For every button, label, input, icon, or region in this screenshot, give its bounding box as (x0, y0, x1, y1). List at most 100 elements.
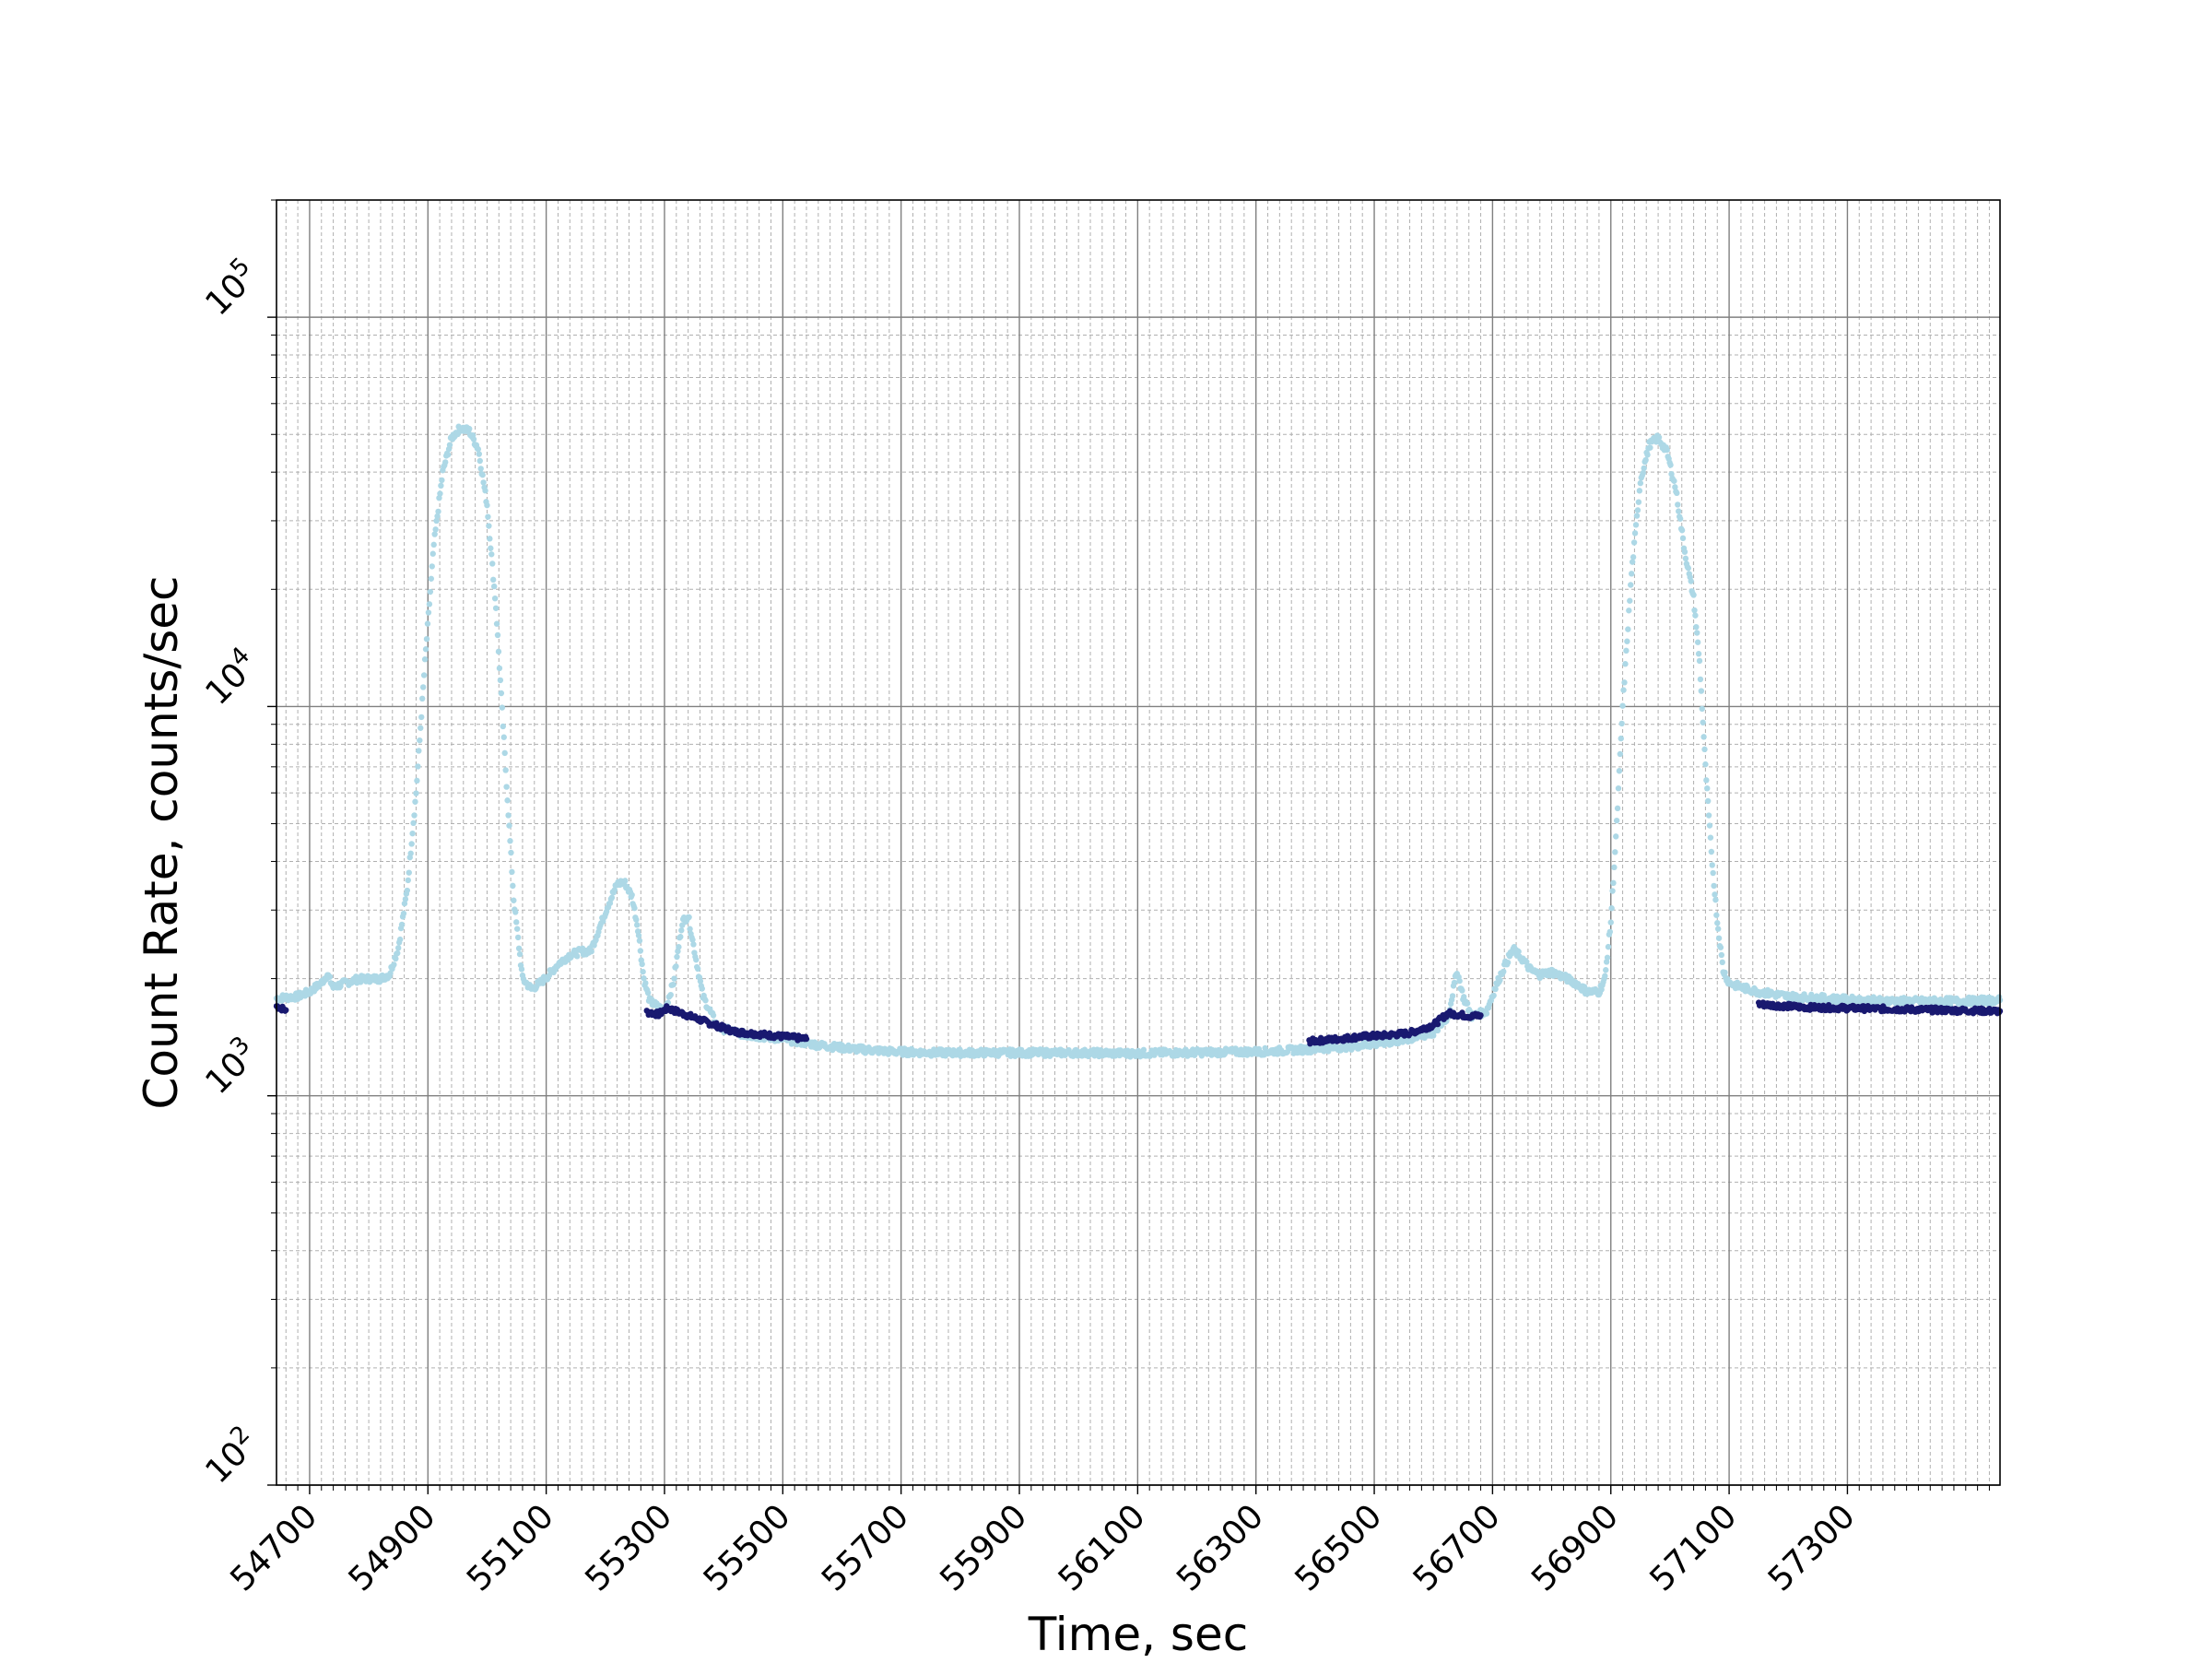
light-data-point (430, 541, 437, 548)
light-data-point (489, 576, 497, 584)
light-data-point (1449, 993, 1456, 999)
light-data-point (499, 704, 506, 711)
light-data-point (608, 894, 616, 901)
light-data-point (1647, 444, 1653, 451)
light-data-point (506, 822, 512, 829)
light-data-point (497, 677, 504, 684)
light-data-point (428, 575, 435, 582)
light-data-point (693, 956, 700, 963)
light-data-point (1711, 882, 1717, 890)
light-data-point (500, 723, 506, 730)
light-data-point (413, 790, 419, 796)
dark-data-point (803, 1035, 810, 1043)
light-data-point (1456, 977, 1463, 985)
light-data-point (446, 442, 453, 448)
light-data-point (1707, 834, 1714, 841)
light-data-point (500, 734, 507, 740)
light-data-point (1461, 994, 1467, 1000)
light-data-point (1678, 527, 1686, 534)
light-data-point (400, 910, 407, 917)
light-data-point (1714, 926, 1722, 932)
light-data-point (1699, 705, 1705, 713)
light-data-point (437, 490, 443, 497)
light-data-point (677, 934, 684, 940)
light-data-point (489, 560, 496, 567)
light-data-point (1627, 597, 1633, 604)
light-data-point (1671, 478, 1677, 484)
light-data-point (1615, 784, 1622, 792)
light-data-point (1712, 891, 1718, 898)
light-data-point (398, 921, 406, 928)
light-data-point (1500, 968, 1507, 975)
light-data-point (477, 457, 483, 465)
y-tick-label: 102 (195, 1421, 266, 1492)
light-data-point (1695, 651, 1702, 657)
light-data-point (1704, 784, 1711, 792)
light-data-point (502, 767, 509, 773)
dark-data-point (283, 1007, 289, 1013)
light-data-point (442, 459, 449, 466)
light-data-point (396, 936, 404, 943)
light-data-point (514, 934, 522, 941)
light-data-point (1642, 456, 1649, 464)
light-data-point (1641, 465, 1647, 472)
light-data-point (1483, 1010, 1490, 1017)
light-data-point (1702, 761, 1709, 768)
light-data-point (466, 425, 473, 432)
light-data-point (479, 471, 486, 478)
light-data-point (1602, 973, 1608, 979)
light-data-point (694, 965, 701, 973)
light-data-point (418, 714, 425, 721)
light-data-point (1524, 959, 1530, 965)
light-data-point (485, 513, 491, 520)
y-axis-label: Count Rate, counts/sec (135, 575, 188, 1109)
light-data-point (501, 749, 508, 757)
light-data-point (1618, 720, 1625, 727)
light-data-point (640, 968, 646, 975)
light-data-point (1632, 522, 1640, 528)
light-data-point (687, 926, 693, 932)
light-data-point (1504, 959, 1512, 966)
x-tick-label: 57100 (1642, 1497, 1744, 1598)
light-data-point (372, 973, 380, 980)
light-data-point (1620, 687, 1627, 693)
light-data-point (1635, 499, 1642, 505)
light-data-point (491, 595, 499, 602)
light-data-point (407, 850, 414, 856)
light-data-point (431, 531, 438, 537)
light-data-point (1625, 626, 1631, 632)
light-data-point (611, 887, 618, 893)
light-data-point (1701, 746, 1708, 753)
light-data-point (1677, 515, 1684, 522)
light-data-point (422, 646, 429, 653)
light-data-point (509, 868, 515, 876)
light-data-point (546, 973, 553, 979)
light-data-point (515, 945, 523, 952)
light-data-point (1617, 750, 1624, 758)
y-tick-label: 105 (195, 253, 266, 324)
light-data-point (1705, 812, 1712, 819)
light-data-point (1688, 578, 1694, 584)
light-data-point (1618, 735, 1624, 742)
light-data-point (480, 479, 487, 486)
light-data-point (1464, 1000, 1471, 1007)
light-data-point (1628, 582, 1634, 588)
light-data-point (670, 981, 677, 988)
light-data-point (633, 922, 641, 928)
light-data-point (476, 451, 482, 457)
light-data-point (435, 508, 441, 515)
light-data-point (425, 609, 432, 616)
x-tick-label: 57300 (1761, 1497, 1863, 1598)
light-data-point (639, 961, 645, 968)
light-data-point (1459, 987, 1465, 994)
light-data-point (415, 763, 421, 770)
light-data-point (492, 605, 500, 611)
light-data-point (702, 997, 709, 1004)
light-data-point (1140, 1046, 1147, 1054)
light-data-point (1691, 607, 1698, 614)
light-data-point (675, 948, 681, 955)
light-data-point (1700, 734, 1707, 740)
light-data-point (498, 690, 505, 697)
x-tick-label: 56300 (1170, 1497, 1271, 1598)
